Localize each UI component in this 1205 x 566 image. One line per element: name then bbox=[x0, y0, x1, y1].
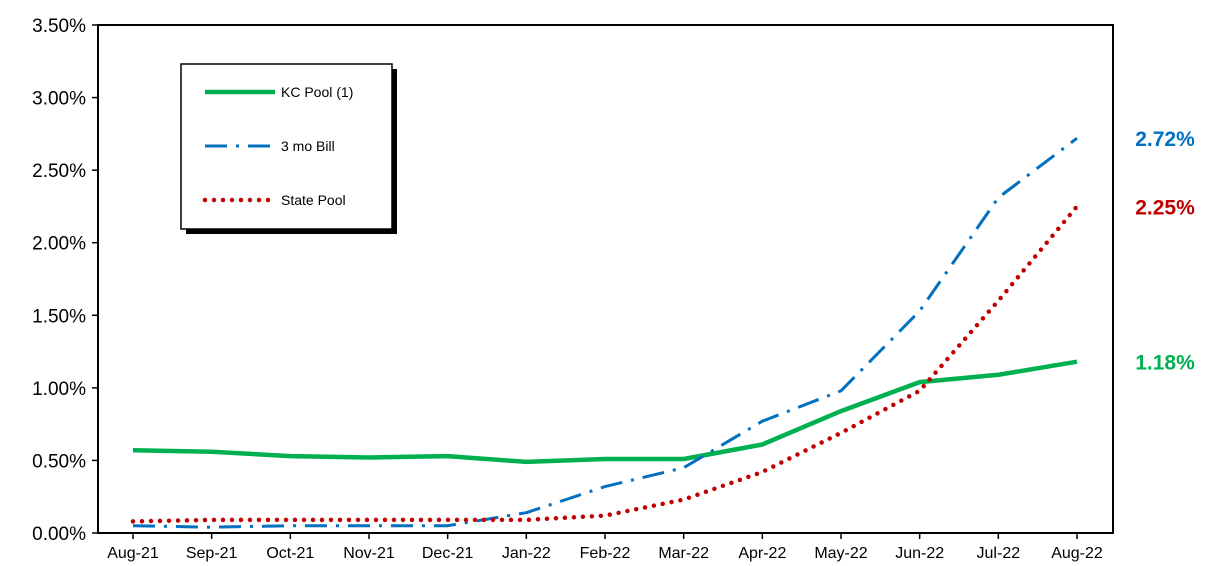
x-tick-label: Aug-21 bbox=[107, 545, 159, 562]
x-tick-label: Sep-21 bbox=[186, 545, 238, 562]
end-labels: 1.18% 2.72% 2.25% bbox=[1135, 128, 1195, 375]
y-tick-label: 2.50% bbox=[32, 161, 86, 182]
y-tick-label: 0.50% bbox=[32, 451, 86, 472]
x-axis-ticks: Aug-21 Sep-21 Oct-21 Nov-21 Dec-21 Jan-22 Feb-… bbox=[107, 533, 1103, 562]
y-tick-label: 2.00% bbox=[32, 234, 86, 255]
x-tick-label: Jan-22 bbox=[502, 545, 551, 562]
legend: KC Pool (1) 3 mo Bill State Pool bbox=[181, 64, 397, 234]
y-tick-label: 3.50% bbox=[32, 16, 86, 37]
end-value-label: 1.18% bbox=[1135, 352, 1195, 375]
legend-label: KC Pool (1) bbox=[281, 84, 353, 100]
y-tick-label: 0.00% bbox=[32, 524, 86, 545]
x-tick-label: Jun-22 bbox=[895, 545, 944, 562]
x-tick-label: Nov-21 bbox=[343, 545, 395, 562]
x-tick-label: Aug-22 bbox=[1051, 545, 1103, 562]
y-tick-label: 1.50% bbox=[32, 306, 86, 327]
y-tick-label: 1.00% bbox=[32, 379, 86, 400]
x-tick-label: Mar-22 bbox=[658, 545, 709, 562]
y-axis-ticks: 0.00% 0.50% 1.00% 1.50% 2.00% 2.50% 3.00% 3.50% bbox=[32, 16, 98, 545]
x-tick-label: Feb-22 bbox=[580, 545, 631, 562]
x-tick-label: Dec-21 bbox=[422, 545, 474, 562]
end-value-label: 2.72% bbox=[1135, 128, 1195, 151]
x-tick-label: Oct-21 bbox=[266, 545, 314, 562]
x-tick-label: Jul-22 bbox=[977, 545, 1021, 562]
end-value-label: 2.25% bbox=[1135, 196, 1195, 219]
x-tick-label: Apr-22 bbox=[738, 545, 786, 562]
legend-label: State Pool bbox=[281, 192, 346, 208]
y-tick-label: 3.00% bbox=[32, 89, 86, 110]
legend-label: 3 mo Bill bbox=[281, 138, 335, 154]
x-tick-label: May-22 bbox=[814, 545, 867, 562]
